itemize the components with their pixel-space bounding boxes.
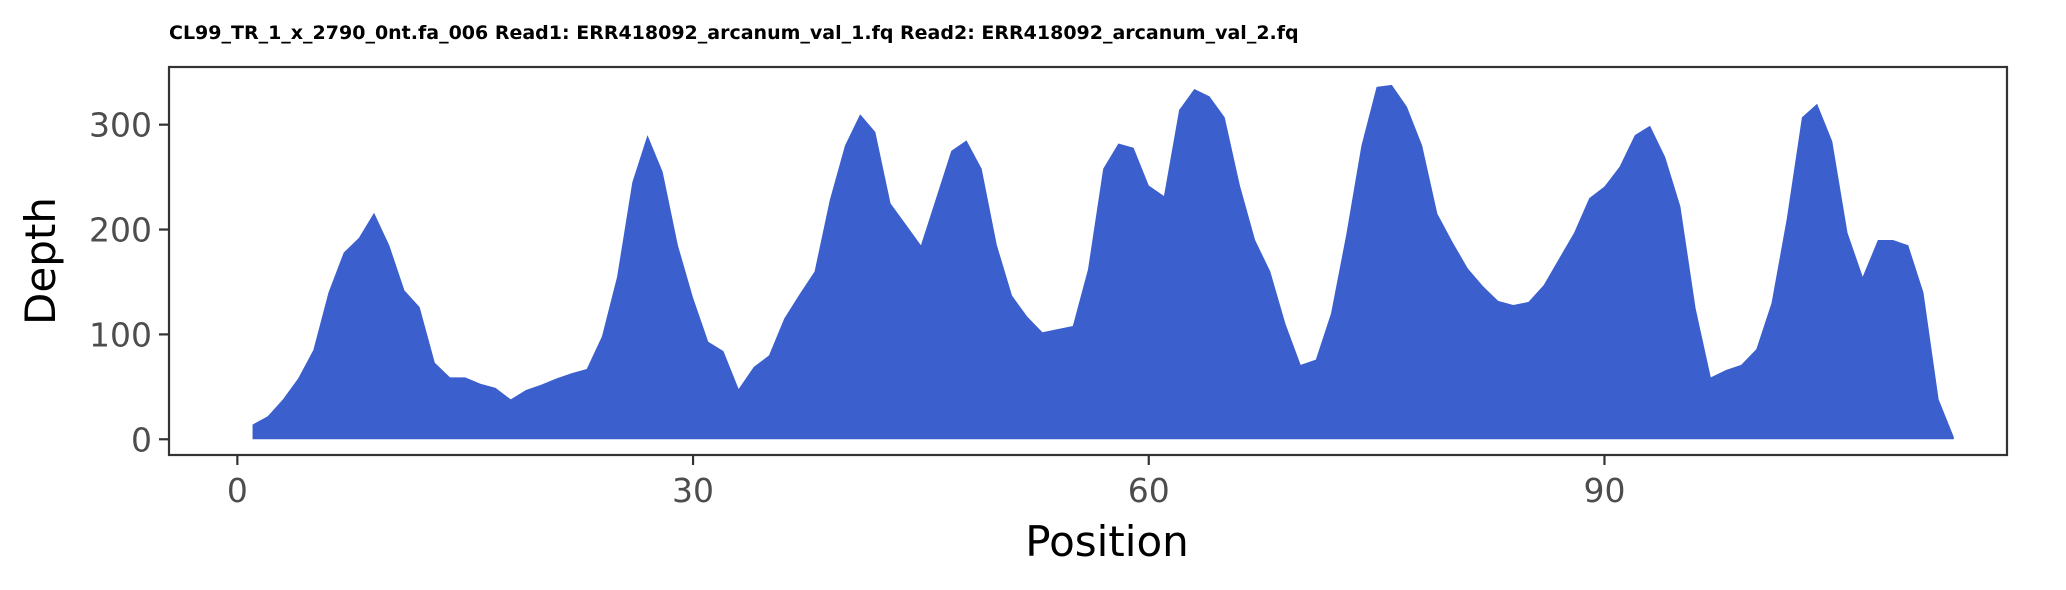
y-tick-label: 300 — [89, 106, 152, 145]
y-tick-label: 200 — [89, 211, 152, 250]
x-tick-label: 60 — [1128, 471, 1170, 510]
y-axis-title: Depth — [16, 197, 65, 325]
plot-area — [252, 84, 1954, 440]
depth-area-series-0 — [252, 84, 1954, 440]
y-axis: 0 100 200 300 — [89, 106, 169, 459]
x-axis: 0 30 60 90 — [227, 455, 1625, 510]
chart-title: CL99_TR_1_x_2790_0nt.fa_006 Read1: ERR41… — [169, 22, 1299, 44]
x-tick-label: 90 — [1583, 471, 1625, 510]
y-tick-label: 100 — [89, 315, 152, 354]
plot-panel-border — [167, 65, 2009, 457]
x-tick-label: 0 — [227, 471, 248, 510]
y-tick-label: 0 — [131, 420, 152, 459]
x-tick-label: 30 — [672, 471, 714, 510]
x-axis-title: Position — [1025, 517, 1189, 566]
